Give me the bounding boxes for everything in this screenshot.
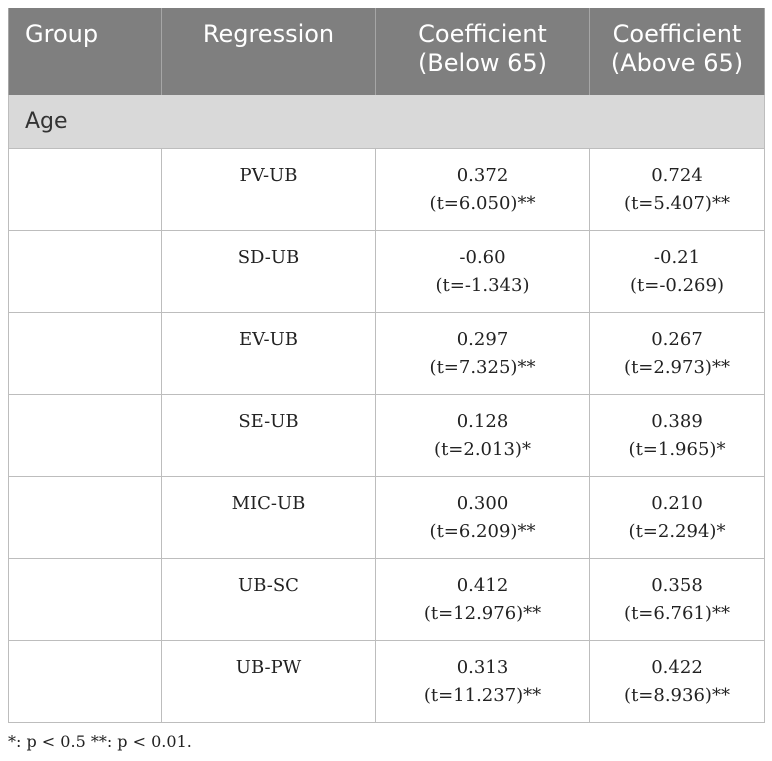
- coefficient-value: 0.389: [651, 410, 703, 432]
- table-row: UB-SC 0.412 (t=12.976)** 0.358 (t=6.761)**: [8, 557, 765, 641]
- t-statistic: (t=2.013)*: [434, 438, 531, 460]
- coefficient-above-65-cell: 0.389 (t=1.965)*: [589, 393, 765, 477]
- group-row-age: Age: [8, 95, 765, 149]
- regression-cell: PV-UB: [161, 147, 376, 231]
- coefficient-value: 0.372: [456, 164, 509, 186]
- header-group: Group: [8, 8, 162, 95]
- regression-cell: UB-PW: [161, 639, 376, 723]
- group-cell: [8, 229, 162, 313]
- coefficient-value: 0.412: [456, 574, 509, 596]
- coefficient-above-65-cell: 0.267 (t=2.973)**: [589, 311, 765, 395]
- coefficient-below-65-cell: 0.313 (t=11.237)**: [375, 639, 590, 723]
- header-coefficient-above-65: Coefficient (Above 65): [589, 8, 765, 95]
- coefficient-value: 0.210: [651, 492, 703, 514]
- table-row: PV-UB 0.372 (t=6.050)** 0.724 (t=5.407)**: [8, 147, 765, 231]
- header-row: Group Regression Coefficient (Below 65) …: [8, 8, 765, 95]
- t-statistic: (t=6.761)**: [624, 602, 730, 624]
- t-statistic: (t=2.973)**: [624, 356, 730, 378]
- header-coefficient-below-65-line1: Coefficient: [418, 20, 547, 48]
- t-statistic: (t=-0.269): [630, 274, 724, 296]
- coefficient-value: -0.21: [653, 246, 701, 268]
- coefficient-above-65-cell: 0.358 (t=6.761)**: [589, 557, 765, 641]
- t-statistic: (t=12.976)**: [423, 602, 542, 624]
- regression-cell: SE-UB: [161, 393, 376, 477]
- t-statistic: (t=8.936)**: [624, 684, 730, 706]
- table-row: SD-UB -0.60 (t=-1.343) -0.21 (t=-0.269): [8, 229, 765, 313]
- t-statistic: (t=1.965)*: [628, 438, 726, 460]
- header-coefficient-below-65: Coefficient (Below 65): [375, 8, 590, 95]
- header-coefficient-below-65-line2: (Below 65): [417, 49, 548, 77]
- t-statistic: (t=-1.343): [435, 274, 530, 296]
- group-cell: [8, 557, 162, 641]
- group-cell: [8, 475, 162, 559]
- group-cell: [8, 393, 162, 477]
- table-row: MIC-UB 0.300 (t=6.209)** 0.210 (t=2.294)*: [8, 475, 765, 559]
- t-statistic: (t=6.050)**: [429, 192, 536, 214]
- table-header: Group Regression Coefficient (Below 65) …: [8, 8, 765, 95]
- group-cell: [8, 639, 162, 723]
- regression-cell: UB-SC: [161, 557, 376, 641]
- coefficient-value: 0.313: [456, 656, 509, 678]
- coefficient-above-65-cell: 0.724 (t=5.407)**: [589, 147, 765, 231]
- coefficient-value: 0.422: [651, 656, 703, 678]
- table-row: UB-PW 0.313 (t=11.237)** 0.422 (t=8.936)**: [8, 639, 765, 723]
- coefficient-value: 0.724: [651, 164, 703, 186]
- table-row: SE-UB 0.128 (t=2.013)* 0.389 (t=1.965)*: [8, 393, 765, 477]
- header-regression: Regression: [161, 8, 376, 95]
- t-statistic: (t=6.209)**: [429, 520, 536, 542]
- table-body: Age PV-UB 0.372 (t=6.050)** 0.724 (t=5.407)*…: [8, 95, 765, 723]
- t-statistic: (t=2.294)*: [628, 520, 726, 542]
- coefficient-below-65-cell: 0.372 (t=6.050)**: [375, 147, 590, 231]
- t-statistic: (t=11.237)**: [423, 684, 542, 706]
- coefficient-value: 0.267: [651, 328, 703, 350]
- coefficient-value: 0.300: [456, 492, 509, 514]
- group-cell: [8, 147, 162, 231]
- coefficient-above-65-cell: 0.210 (t=2.294)*: [589, 475, 765, 559]
- header-coefficient-above-65-line2: (Above 65): [610, 49, 744, 77]
- regression-cell: SD-UB: [161, 229, 376, 313]
- t-statistic: (t=7.325)**: [429, 356, 536, 378]
- regression-cell: MIC-UB: [161, 475, 376, 559]
- coefficient-below-65-cell: 0.128 (t=2.013)*: [375, 393, 590, 477]
- coefficient-above-65-cell: -0.21 (t=-0.269): [589, 229, 765, 313]
- group-label: Age: [8, 95, 765, 149]
- coefficient-value: 0.297: [456, 328, 509, 350]
- t-statistic: (t=5.407)**: [624, 192, 730, 214]
- table-footnote: *: p < 0.5 **: p < 0.01.: [8, 732, 192, 751]
- regression-cell: EV-UB: [161, 311, 376, 395]
- coefficient-below-65-cell: 0.300 (t=6.209)**: [375, 475, 590, 559]
- coefficient-value: -0.60: [459, 246, 506, 268]
- coefficient-value: 0.358: [651, 574, 703, 596]
- coefficient-below-65-cell: -0.60 (t=-1.343): [375, 229, 590, 313]
- coefficient-table: Group Regression Coefficient (Below 65) …: [8, 8, 765, 723]
- coefficient-above-65-cell: 0.422 (t=8.936)**: [589, 639, 765, 723]
- coefficient-below-65-cell: 0.297 (t=7.325)**: [375, 311, 590, 395]
- coefficient-below-65-cell: 0.412 (t=12.976)**: [375, 557, 590, 641]
- coefficient-value: 0.128: [456, 410, 509, 432]
- table-row: EV-UB 0.297 (t=7.325)** 0.267 (t=2.973)**: [8, 311, 765, 395]
- header-coefficient-above-65-line1: Coefficient: [612, 20, 742, 48]
- group-cell: [8, 311, 162, 395]
